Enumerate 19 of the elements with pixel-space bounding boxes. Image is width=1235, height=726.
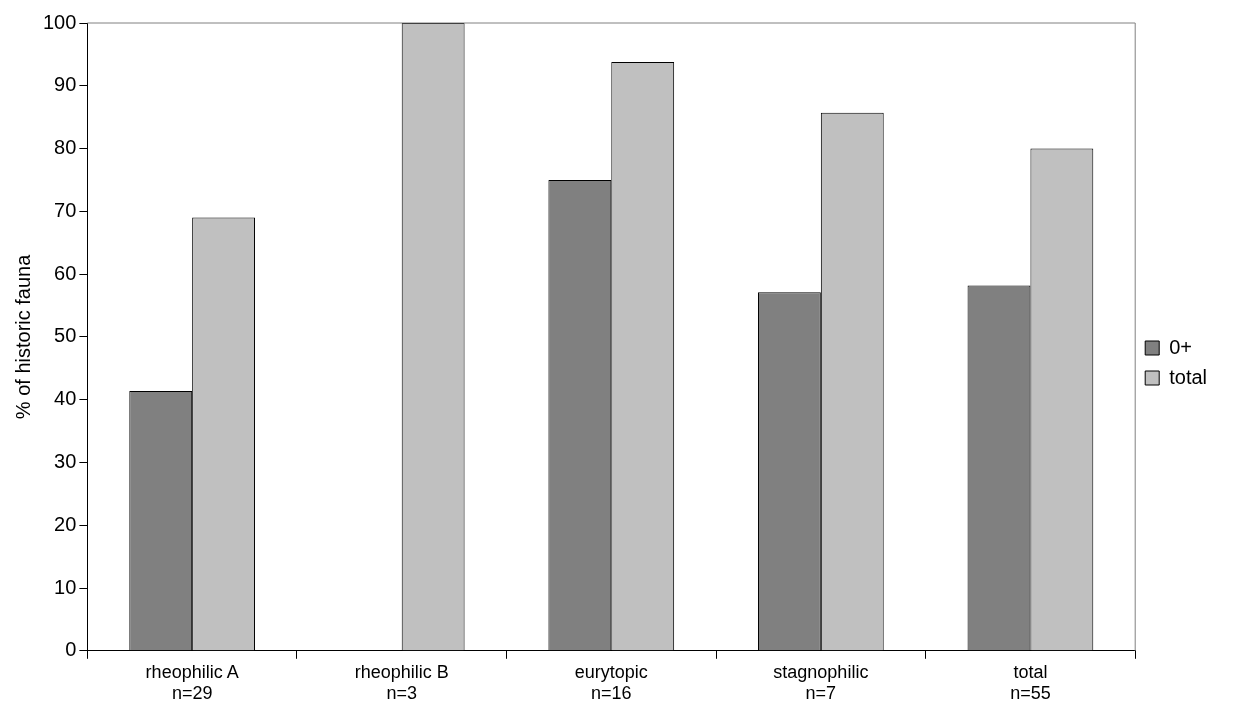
y-tick-label: 20 [54, 512, 77, 535]
y-tick-label: 100 [42, 10, 77, 33]
y-axis-title: % of historic fauna [11, 253, 34, 420]
y-tick-label: 30 [54, 449, 77, 472]
y-tick-label: 0 [65, 638, 77, 661]
y-tick-label: 50 [54, 324, 77, 347]
legend-label: total [1169, 365, 1208, 388]
x-tick-label: rheophilic A n=29 [145, 661, 239, 704]
x-tick-label: rheophilic B n=3 [354, 661, 449, 704]
x-tick-label: eurytopic n=16 [574, 661, 648, 704]
y-tick-label: 10 [54, 575, 77, 598]
legend-label: 0+ [1169, 335, 1193, 358]
y-tick-label: 40 [54, 387, 77, 410]
x-tick-label: total n=55 [1010, 661, 1051, 704]
y-tick-label: 90 [54, 73, 77, 96]
y-tick-label: 60 [54, 261, 77, 284]
y-tick-label: 80 [54, 136, 77, 159]
y-tick-label: 70 [54, 198, 77, 221]
x-tick-label: stagnophilic n=7 [773, 661, 869, 704]
